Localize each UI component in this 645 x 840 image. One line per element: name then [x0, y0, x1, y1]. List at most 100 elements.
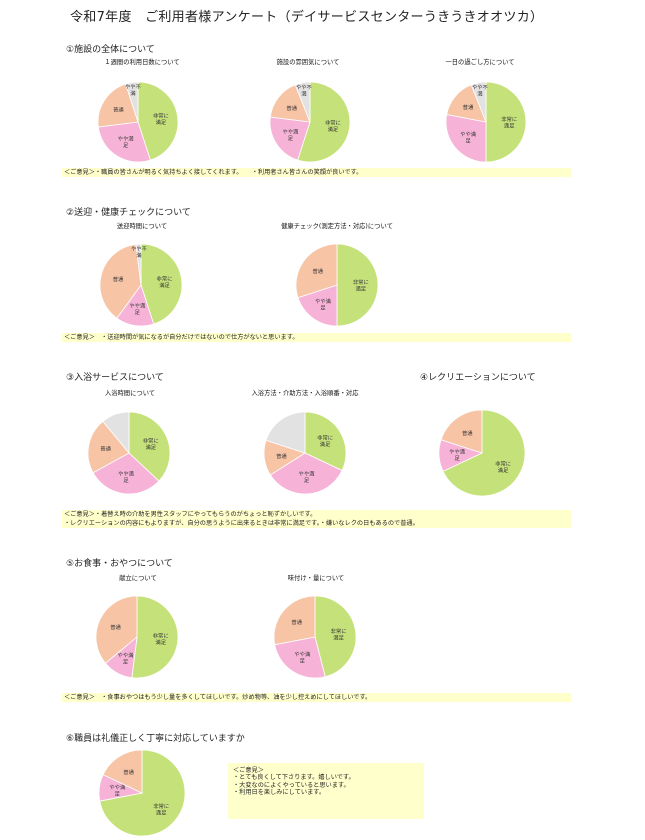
comment-recreation: ・レクリエーションの内容にもよりますが、自分の思うように出来るときは非常に満足で…	[62, 519, 571, 528]
pie-slice-somewhat-dissatisfied	[125, 81, 139, 123]
comment-staff-line-4: ・利用日を楽しみにしています。	[233, 789, 326, 797]
pie-label-very-satisfied: 非常に満足	[153, 632, 169, 647]
pie-slice-normal	[269, 84, 311, 123]
pie-label-normal: 普通	[462, 429, 473, 437]
pie-label-very-satisfied: 非常に満足	[317, 433, 333, 448]
pie-label-very-satisfied: 非常に満足	[501, 115, 517, 130]
chart-title-c1: １週間の利用日数について	[104, 59, 180, 66]
pie-slice-very-satisfied	[485, 81, 527, 163]
pie-slice-somewhat-satisfied	[269, 452, 343, 495]
pie-label-somewhat-satisfied: やや満足	[118, 135, 135, 150]
pie-label-very-satisfied: 非常に満足	[143, 437, 159, 452]
pie-slice-normal	[273, 595, 316, 646]
pie-chart-c8: 非常に満足 やや満足 普通	[438, 409, 526, 497]
comment-bath: ＜ご意見＞・着替え時の介助を男性スタッフにやってもらうのがちょっと恥ずかしいです…	[62, 510, 571, 519]
pie-slice-very-satisfied	[314, 595, 357, 678]
section-heading-meals: ⑤お食事・おやつについて	[66, 559, 173, 569]
pie-slice-normal	[87, 420, 130, 474]
pie-slice-very-satisfied	[442, 409, 526, 497]
pie-slice-very-satisfied	[297, 81, 351, 163]
pie-slice-somewhat-dissatisfied	[294, 81, 311, 123]
pie-label-somewhat-dissatisfied: やや不満	[131, 244, 148, 259]
comment-staff-line-1: ＜ご意見＞	[233, 767, 264, 774]
pie-label-very-satisfied: 非常に満足	[325, 119, 341, 134]
pie-label-somewhat-dissatisfied: やや不満	[296, 83, 313, 98]
pie-label-somewhat-satisfied: やや満足	[299, 470, 316, 485]
pie-label-somewhat-satisfied: やや満足	[118, 651, 135, 666]
pie-label-somewhat-satisfied: やや満足	[282, 127, 299, 141]
pie-slice-other	[265, 411, 306, 454]
pie-slice-somewhat-satisfied	[445, 114, 487, 163]
pie-label-normal: 普通	[110, 623, 121, 631]
pie-label-very-satisfied: 非常に満足	[153, 802, 169, 817]
pie-slice-normal	[97, 83, 139, 128]
pie-label-somewhat-dissatisfied: やや不満	[472, 83, 489, 98]
pie-slice-normal	[95, 595, 138, 664]
pie-label-somewhat-satisfied: やや満足	[315, 297, 332, 312]
pie-slice-very-satisfied	[137, 81, 179, 161]
pie-slice-normal	[102, 749, 143, 794]
pie-slice-somewhat-dissatisfied	[470, 81, 487, 123]
pie-label-very-satisfied: 非常に満足	[331, 627, 347, 642]
section-heading-transport: ②送迎・健康チェックについて	[66, 208, 191, 218]
comment-staff-box: ＜ご意見＞ ・とても良くして下さります。嬉しいです。 ・大変なのによくやっている…	[228, 763, 424, 819]
chart-title-c3: 一日の過ごし方について	[445, 59, 515, 66]
pie-slice-other	[102, 411, 130, 455]
pie-slice-very-satisfied	[128, 411, 171, 482]
section-heading-facility: ①施設の全体について	[66, 45, 155, 55]
chart-title-c9: 献立について	[119, 575, 157, 582]
pie-label-somewhat-satisfied: やや満足	[449, 448, 466, 463]
pie-label-normal: 普通	[286, 104, 297, 112]
pie-label-normal: 普通	[291, 618, 302, 626]
chart-title-c2: 施設の雰囲気について	[276, 59, 340, 66]
section-heading-recreation: ④レクリエーションについて	[420, 373, 536, 383]
comment-staff-line-2: ・とても良くして下さります。嬉しいです。	[233, 774, 355, 782]
pie-slice-somewhat-satisfied	[269, 116, 311, 161]
pie-slice-somewhat-satisfied	[92, 452, 160, 495]
pie-label-normal: 普通	[276, 452, 287, 460]
pie-chart-c11: 非常に満足 やや満足 普通	[98, 749, 186, 837]
chart-title-c6: 入浴時間について	[104, 390, 156, 397]
comment-facility: ＜ご意見＞・職員の皆さんが明るく気持ちよく接してくれます。 ・利用者さん皆さんの…	[62, 168, 571, 177]
pie-label-normal: 普通	[100, 445, 111, 453]
pie-label-somewhat-satisfied: やや満足	[294, 650, 311, 665]
pie-slice-somewhat-satisfied	[97, 121, 151, 163]
pie-slice-normal	[440, 409, 483, 454]
pie-label-normal: 普通	[113, 106, 124, 114]
pie-label-somewhat-satisfied: やや満足	[129, 302, 146, 317]
pie-label-very-satisfied: 非常に満足	[353, 278, 369, 293]
pie-label-somewhat-satisfied: やや満足	[109, 783, 126, 798]
chart-title-c7: 入浴方法・介助方法・入浴順番・対応	[251, 390, 359, 397]
chart-title-c5: 健康チェック(測定方法・対応)について	[281, 223, 393, 230]
pie-label-normal: 普通	[312, 267, 323, 275]
pie-slice-very-satisfied	[304, 411, 347, 471]
pie-label-somewhat-satisfied: やや満足	[460, 130, 477, 145]
pie-label-normal: 普通	[123, 768, 134, 776]
pie-slice-very-satisfied	[131, 595, 179, 679]
chart-title-c4: 送迎時間について	[116, 223, 168, 230]
page-title: 令和7年度 ご利用者様アンケート（デイサービスセンターうきうきオオツカ）	[70, 10, 544, 25]
pie-slice-very-satisfied	[336, 243, 379, 327]
comment-transport: ＜ご意見＞ ・送迎時間が気になるが自分だけではないので仕方がないと思います。	[62, 333, 571, 342]
pie-label-normal: 普通	[113, 275, 124, 283]
pie-slice-somewhat-satisfied	[297, 284, 338, 327]
section-heading-bath: ③入浴サービスについて	[66, 373, 164, 383]
pie-label-somewhat-satisfied: やや満足	[118, 470, 135, 485]
pie-slice-somewhat-satisfied	[274, 636, 326, 679]
pie-label-very-satisfied: 非常に満足	[157, 274, 173, 289]
pie-label-normal: 普通	[463, 103, 474, 111]
pie-slice-very-satisfied	[140, 243, 183, 325]
pie-label-very-satisfied: 非常に満足	[495, 459, 511, 474]
pie-slice-normal	[99, 243, 142, 319]
pie-label-very-satisfied: 非常に満足	[153, 111, 169, 126]
pie-slice-normal	[295, 243, 338, 299]
pie-slice-somewhat-dissatisfied	[135, 243, 142, 286]
